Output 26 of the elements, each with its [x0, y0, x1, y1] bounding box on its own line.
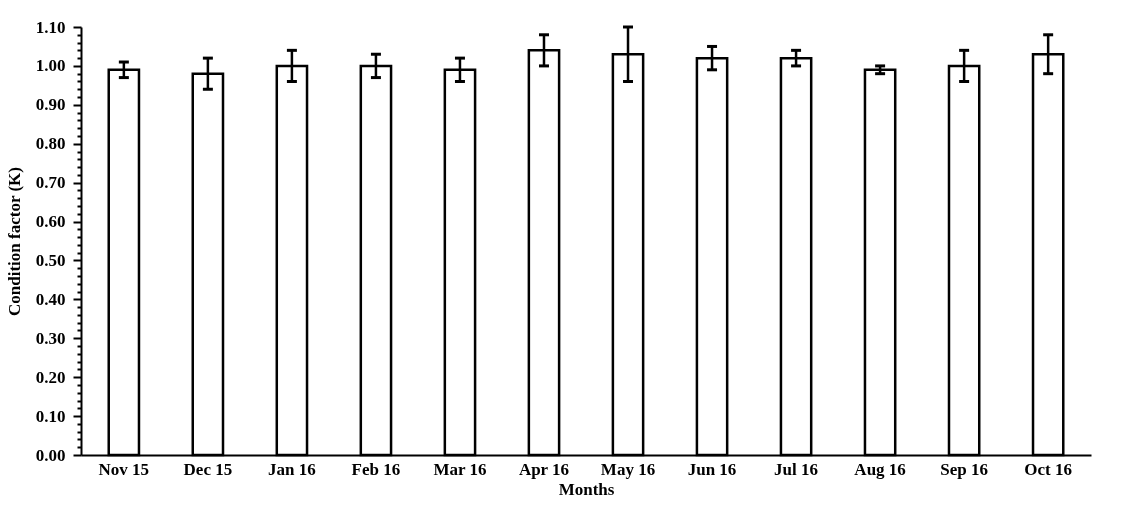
y-tick-label: 0.50 [35, 250, 66, 270]
x-tick-label: May 16 [600, 459, 656, 479]
x-tick-label: Feb 16 [351, 459, 401, 479]
x-tick-label: Jul 16 [774, 459, 819, 479]
x-tick-label: Nov 15 [98, 459, 150, 479]
y-tick-label: 0.20 [35, 367, 66, 387]
x-axis-title: Months [558, 479, 615, 499]
y-tick-label: 1.00 [35, 56, 66, 76]
x-tick-label: Sep 16 [940, 459, 988, 479]
y-tick-label: 0.70 [35, 173, 66, 193]
y-tick-label: 0.10 [35, 406, 66, 426]
x-tick-label: Aug 16 [854, 459, 906, 479]
y-tick-label: 0.30 [35, 328, 66, 348]
y-tick-label: 0.90 [35, 95, 66, 115]
x-tick-label: Apr 16 [518, 459, 570, 479]
x-tick-label: Jan 16 [268, 459, 316, 479]
x-tick-label: Oct 16 [1024, 459, 1072, 479]
x-tick-label: Jun 16 [687, 459, 737, 479]
y-tick-label: 1.10 [35, 17, 66, 37]
x-tick-label: Mar 16 [433, 459, 487, 479]
y-axis-title: Condition factor (K) [4, 167, 24, 316]
y-tick-label: 0.40 [35, 289, 66, 309]
y-tick-label: 0.80 [35, 134, 66, 154]
y-tick-label: 0.60 [35, 212, 66, 232]
y-tick-label: 0.00 [35, 445, 66, 465]
x-tick-label: Dec 15 [183, 459, 233, 479]
